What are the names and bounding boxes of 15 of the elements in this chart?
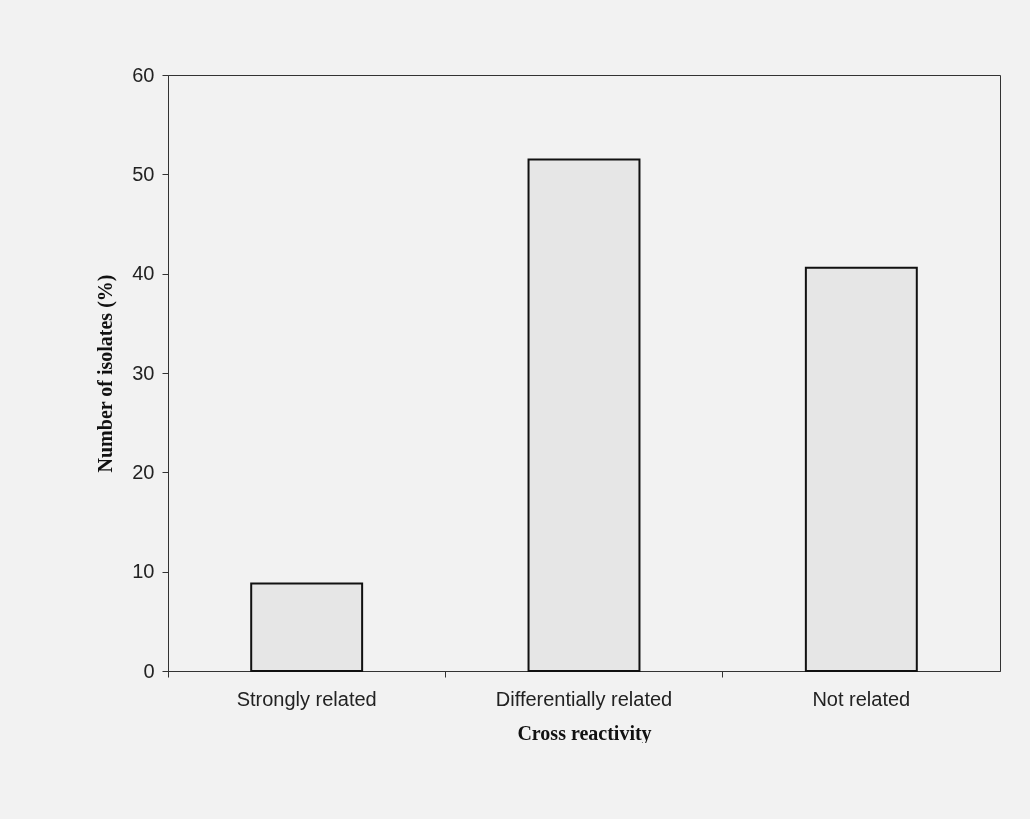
x-tick-label: Strongly related: [236, 687, 377, 710]
x-tick-label: Differentially related: [495, 687, 673, 710]
x-tick-label: Not related: [812, 687, 911, 710]
y-tick-label: 30: [132, 361, 155, 384]
y-tick-label: 10: [132, 560, 155, 583]
y-tick-label: 40: [132, 262, 155, 285]
y-tick-label: 60: [132, 63, 155, 86]
y-tick-label: 50: [132, 162, 155, 185]
y-tick-label: 0: [143, 659, 155, 682]
y-axis-title: Number of isolates (%): [94, 274, 118, 473]
bar: [250, 582, 364, 672]
y-tick-label: 20: [132, 460, 155, 483]
x-axis-title: Cross reactivity: [517, 721, 652, 745]
bar: [527, 158, 641, 672]
bar: [804, 266, 918, 672]
